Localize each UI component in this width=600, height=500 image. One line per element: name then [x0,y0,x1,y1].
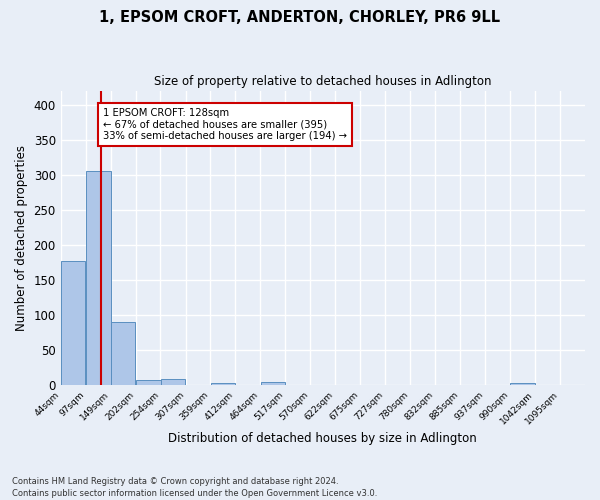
Bar [136,380,161,386]
X-axis label: Distribution of detached houses by size in Adlington: Distribution of detached houses by size … [169,432,477,445]
Title: Size of property relative to detached houses in Adlington: Size of property relative to detached ho… [154,75,491,88]
Text: 1 EPSOM CROFT: 128sqm
← 67% of detached houses are smaller (395)
33% of semi-det: 1 EPSOM CROFT: 128sqm ← 67% of detached … [103,108,347,142]
Bar [260,382,285,386]
Text: Contains HM Land Registry data © Crown copyright and database right 2024.
Contai: Contains HM Land Registry data © Crown c… [12,476,377,498]
Bar [161,379,185,386]
Bar [111,322,136,386]
Text: 1, EPSOM CROFT, ANDERTON, CHORLEY, PR6 9LL: 1, EPSOM CROFT, ANDERTON, CHORLEY, PR6 9… [100,10,500,25]
Y-axis label: Number of detached properties: Number of detached properties [15,145,28,331]
Bar [86,172,110,386]
Bar [511,384,535,386]
Bar [61,261,85,386]
Bar [211,384,235,386]
